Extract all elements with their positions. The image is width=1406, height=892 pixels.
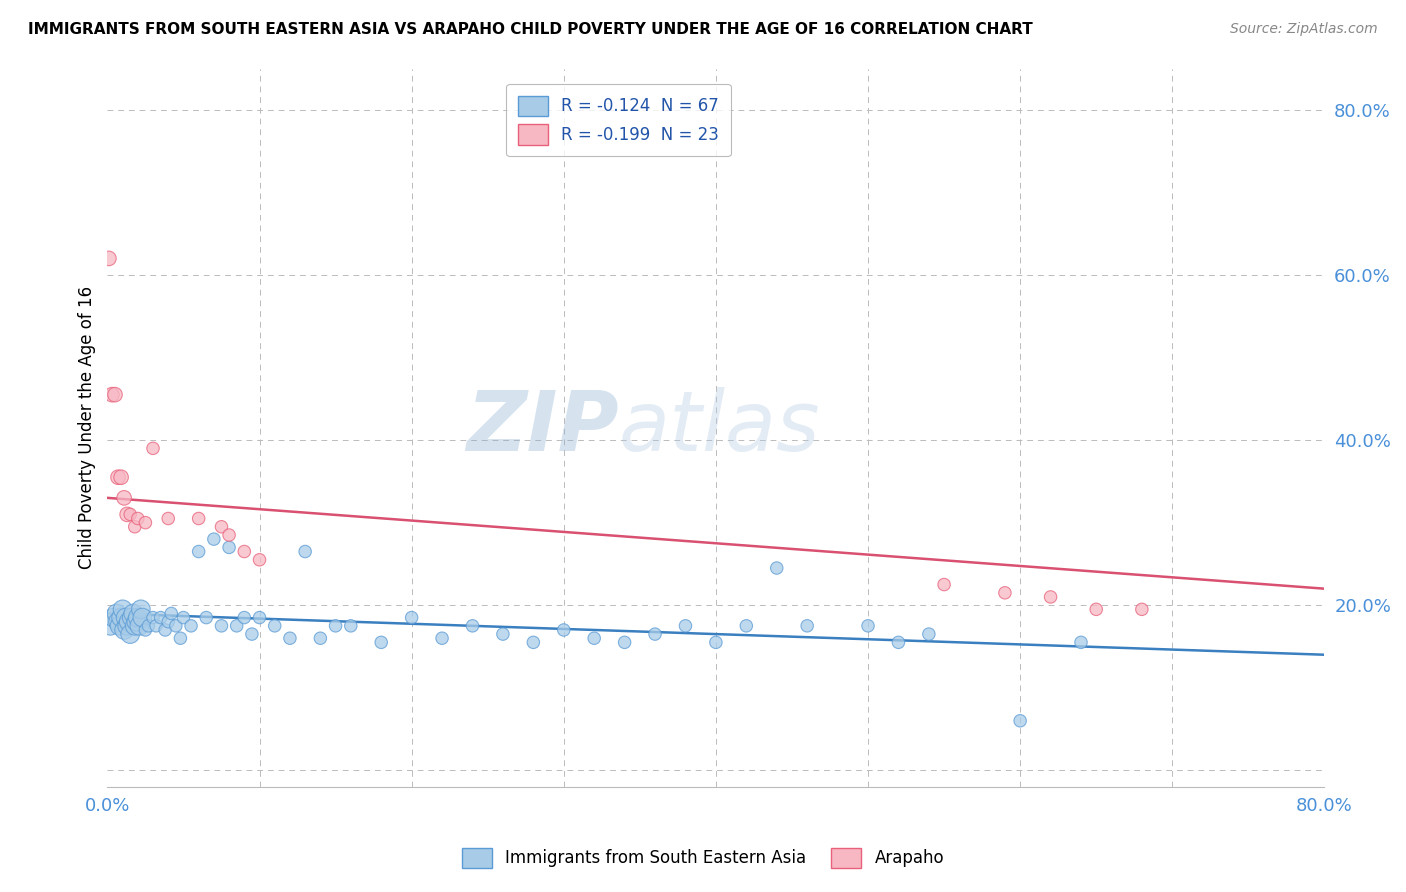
Point — [401, 610, 423, 624]
Point — [108, 619, 131, 633]
Point — [120, 508, 142, 522]
Point — [249, 553, 271, 567]
Point — [233, 544, 256, 558]
Point — [112, 623, 135, 637]
Point — [461, 619, 484, 633]
Point — [796, 619, 818, 633]
Point — [202, 532, 225, 546]
Point — [111, 602, 134, 616]
Point — [492, 627, 515, 641]
Point — [522, 635, 544, 649]
Point — [918, 627, 941, 641]
Point — [218, 541, 240, 555]
Point — [704, 635, 727, 649]
Point — [107, 470, 129, 484]
Point — [129, 602, 152, 616]
Point — [101, 387, 124, 401]
Point — [430, 631, 453, 645]
Text: Source: ZipAtlas.com: Source: ZipAtlas.com — [1230, 22, 1378, 37]
Point — [121, 610, 143, 624]
Point — [735, 619, 758, 633]
Point — [583, 631, 606, 645]
Point — [160, 607, 183, 621]
Point — [138, 619, 160, 633]
Point — [325, 619, 347, 633]
Point — [994, 586, 1017, 600]
Point — [225, 619, 247, 633]
Point — [169, 631, 191, 645]
Point — [115, 508, 138, 522]
Text: IMMIGRANTS FROM SOUTH EASTERN ASIA VS ARAPAHO CHILD POVERTY UNDER THE AGE OF 16 : IMMIGRANTS FROM SOUTH EASTERN ASIA VS AR… — [28, 22, 1033, 37]
Point — [765, 561, 787, 575]
Legend: Immigrants from South Eastern Asia, Arapaho: Immigrants from South Eastern Asia, Arap… — [456, 841, 950, 875]
Point — [110, 470, 132, 484]
Point — [107, 615, 129, 629]
Point — [127, 610, 149, 624]
Point — [134, 623, 156, 637]
Point — [187, 511, 209, 525]
Point — [165, 619, 187, 633]
Point — [1039, 590, 1062, 604]
Point — [110, 610, 132, 624]
Point — [134, 516, 156, 530]
Point — [149, 610, 172, 624]
Point — [131, 610, 153, 624]
Point — [128, 619, 150, 633]
Point — [278, 631, 301, 645]
Point — [240, 627, 263, 641]
Point — [125, 615, 148, 629]
Point — [613, 635, 636, 649]
Point — [153, 623, 176, 637]
Point — [1070, 635, 1092, 649]
Point — [1130, 602, 1153, 616]
Point — [1010, 714, 1032, 728]
Point — [294, 544, 316, 558]
Point — [157, 511, 180, 525]
Point — [187, 544, 209, 558]
Point — [887, 635, 910, 649]
Point — [114, 610, 136, 624]
Legend: R = -0.124  N = 67, R = -0.199  N = 23: R = -0.124 N = 67, R = -0.199 N = 23 — [506, 84, 731, 156]
Y-axis label: Child Poverty Under the Age of 16: Child Poverty Under the Age of 16 — [79, 286, 96, 569]
Point — [103, 610, 125, 624]
Point — [104, 387, 127, 401]
Point — [339, 619, 361, 633]
Point — [263, 619, 285, 633]
Point — [124, 520, 146, 534]
Point — [122, 607, 145, 621]
Point — [115, 619, 138, 633]
Point — [932, 577, 955, 591]
Point — [172, 610, 194, 624]
Point — [105, 607, 128, 621]
Point — [124, 619, 146, 633]
Point — [145, 619, 167, 633]
Point — [675, 619, 697, 633]
Text: atlas: atlas — [619, 387, 820, 468]
Point — [370, 635, 392, 649]
Point — [233, 610, 256, 624]
Point — [211, 619, 233, 633]
Point — [644, 627, 666, 641]
Point — [142, 610, 165, 624]
Point — [142, 442, 165, 456]
Point — [157, 615, 180, 629]
Point — [180, 619, 202, 633]
Point — [1085, 602, 1108, 616]
Point — [100, 619, 122, 633]
Point — [553, 623, 575, 637]
Point — [249, 610, 271, 624]
Point — [195, 610, 218, 624]
Point — [211, 520, 233, 534]
Point — [118, 615, 141, 629]
Point — [112, 491, 135, 505]
Point — [127, 511, 149, 525]
Point — [218, 528, 240, 542]
Point — [309, 631, 332, 645]
Point — [120, 627, 142, 641]
Point — [97, 252, 120, 266]
Point — [856, 619, 879, 633]
Text: ZIP: ZIP — [465, 387, 619, 468]
